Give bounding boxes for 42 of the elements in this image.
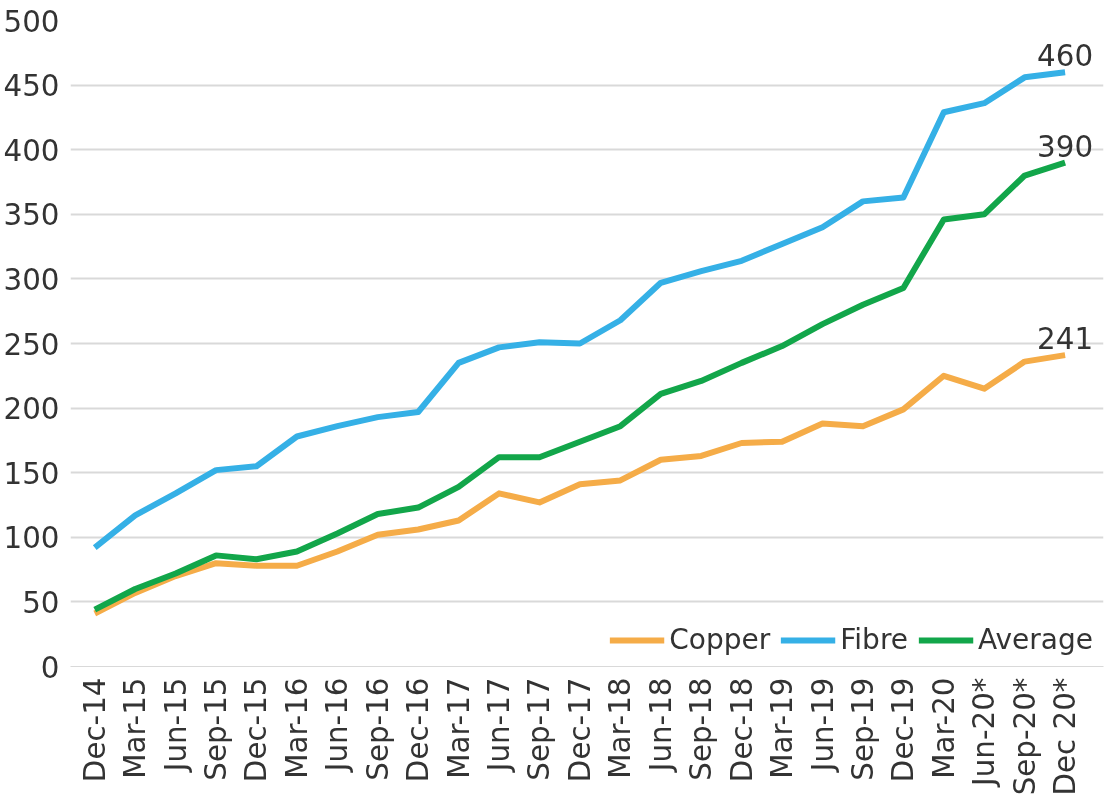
x-tick-label: Mar-17 (441, 677, 476, 779)
x-tick-label: Jun-20* (967, 677, 1002, 788)
y-tick-label: 100 (3, 521, 60, 556)
x-tick-label: Dec-17 (562, 677, 597, 783)
x-tick-label: Sep-19 (845, 677, 880, 781)
x-tick-label: Mar-19 (765, 677, 800, 779)
x-tick-label: Mar-16 (279, 677, 314, 779)
legend-label: Average (978, 623, 1093, 656)
y-tick-label: 400 (3, 133, 60, 168)
x-tick-label: Dec 20* (1048, 677, 1083, 796)
y-tick-label: 200 (3, 392, 60, 427)
x-tick-label: Dec-14 (77, 677, 112, 783)
x-tick-label: Sep-20* (1007, 677, 1042, 796)
x-tick-label: Dec-19 (886, 677, 921, 783)
legend-label: Fibre (840, 623, 909, 656)
x-tick-label: Dec-15 (239, 677, 274, 783)
x-tick-label: Sep-17 (522, 677, 557, 781)
y-tick-label: 0 (40, 650, 60, 685)
x-tick-label: Jun-19 (805, 677, 840, 774)
x-tick-label: Sep-16 (360, 677, 395, 781)
x-tick-label: Sep-18 (684, 677, 719, 781)
x-tick-label: Mar-15 (118, 677, 153, 779)
data-label: 390 (1037, 129, 1094, 164)
x-tick-label: Jun-15 (158, 677, 193, 774)
y-tick-label: 500 (3, 4, 60, 39)
x-tick-label: Dec-18 (724, 677, 759, 783)
legend-label: Copper (669, 623, 771, 656)
y-tick-label: 350 (3, 198, 60, 233)
y-tick-label: 450 (3, 69, 60, 104)
x-tick-label: Jun-16 (320, 677, 355, 774)
data-label: 460 (1037, 39, 1094, 74)
x-tick-label: Jun-18 (643, 677, 678, 774)
data-label: 241 (1037, 322, 1094, 357)
y-tick-label: 50 (22, 585, 60, 620)
y-tick-label: 150 (3, 456, 60, 491)
x-tick-label: Sep-15 (199, 677, 234, 781)
y-tick-label: 300 (3, 262, 60, 297)
y-tick-label: 250 (3, 327, 60, 362)
x-tick-label: Mar-18 (603, 677, 638, 779)
x-tick-label: Jun-17 (482, 677, 517, 774)
x-tick-label: Mar-20 (926, 677, 961, 779)
x-tick-label: Dec-16 (401, 677, 436, 783)
